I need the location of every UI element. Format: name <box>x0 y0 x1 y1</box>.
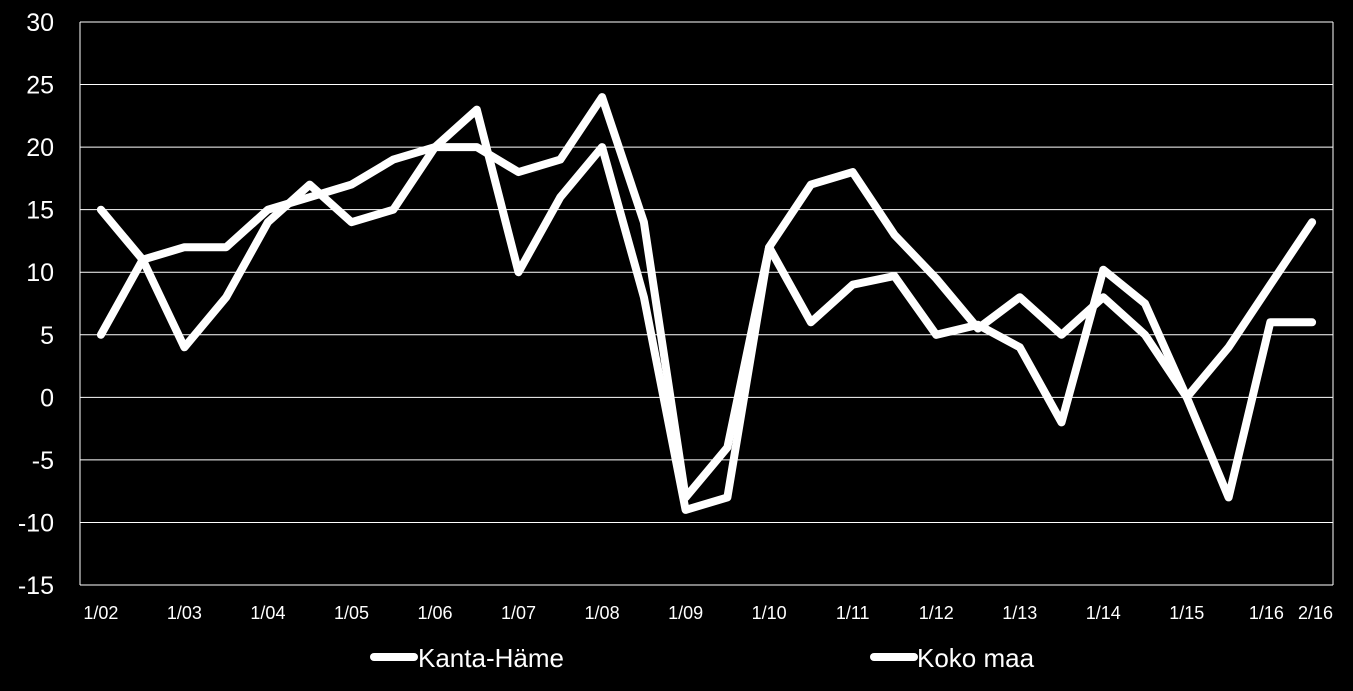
x-axis-tick-labels: 1/02 1/03 1/04 1/05 1/06 1/07 1/08 1/09 1/10 1/11… <box>83 603 1333 623</box>
series-lines <box>96 93 1317 514</box>
x-tick-label: 1/02 <box>83 603 118 623</box>
x-tick-label: 1/11 <box>836 603 870 623</box>
y-tick-label: 10 <box>26 259 54 287</box>
x-tick-label: 1/03 <box>167 603 202 623</box>
x-tick-label: 1/13 <box>1002 603 1037 623</box>
x-tick-label: 1/07 <box>501 603 536 623</box>
y-tick-label: 20 <box>26 134 54 162</box>
x-tick-label: 1/06 <box>417 603 452 623</box>
gridlines <box>80 21 1333 586</box>
x-tick-label: 1/10 <box>752 603 787 623</box>
y-tick-label: 25 <box>26 72 54 100</box>
legend-label-kanta-hame: Kanta-Häme <box>418 643 564 673</box>
series-line-koko-maa <box>96 93 1317 502</box>
y-tick-label: 0 <box>40 384 54 412</box>
series-line-kanta-hame <box>96 105 1317 514</box>
x-tick-label: 1/15 <box>1169 603 1204 623</box>
y-tick-label: 5 <box>40 322 54 350</box>
x-tick-label: 1/08 <box>585 603 620 623</box>
legend-label-koko-maa: Koko maa <box>917 643 1035 673</box>
x-tick-label: 1/12 <box>919 603 954 623</box>
legend: Kanta-Häme Koko maa <box>370 643 1035 673</box>
x-tick-label: 1/16 <box>1249 603 1284 623</box>
y-tick-label: -5 <box>32 447 54 475</box>
x-tick-label: 1/14 <box>1086 603 1121 623</box>
y-tick-label: 15 <box>26 197 54 225</box>
axes <box>79 22 1334 585</box>
y-tick-label: -15 <box>18 572 54 600</box>
y-axis-tick-labels: 30 25 20 15 10 5 0 -5 -10 -15 <box>18 9 54 600</box>
x-tick-label: 1/04 <box>250 603 285 623</box>
x-tick-label: 2/16 <box>1298 603 1333 623</box>
x-tick-label: 1/05 <box>334 603 369 623</box>
y-tick-label: 30 <box>26 9 54 37</box>
x-tick-label: 1/09 <box>668 603 703 623</box>
y-tick-label: -10 <box>18 509 54 537</box>
